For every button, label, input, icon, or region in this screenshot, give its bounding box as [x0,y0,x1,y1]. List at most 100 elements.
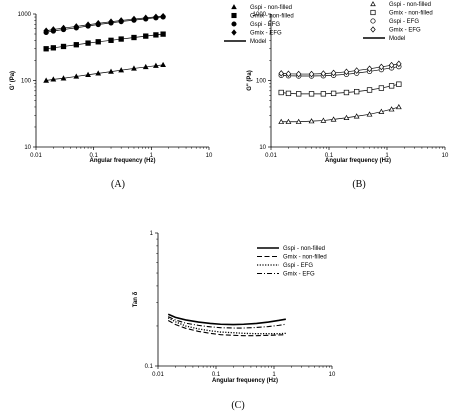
data-point [108,68,114,74]
legend-label: Gspi - EFG [250,22,280,28]
data-point [330,69,337,77]
data-point [153,32,159,38]
chart-b: 0.01 0.1 1 10 10 100 1000 Angular frequency (Hz… [247,1,449,190]
x-tick-label: 1 [385,153,389,159]
y-tick-label: 100 [256,79,267,85]
series-line [167,319,286,337]
data-point [153,13,159,21]
legend-marker [370,18,376,24]
x-axis-title: Angular frequency (Hz) [325,158,391,164]
panel-label: (A) [111,179,125,190]
legend-label: Gspi - non-filled [389,2,431,8]
series-gmix-efg [43,12,166,35]
data-point [320,91,327,97]
data-point [60,24,67,32]
data-point [118,17,124,24]
data-point [378,108,385,114]
model-line [281,106,399,123]
y-axis-title: Tan δ [133,291,139,307]
data-point [118,36,124,42]
data-point [396,60,402,68]
y-tick-label: 1000 [18,12,32,18]
legend-marker [370,26,376,33]
data-point [378,63,385,71]
data-point [50,76,57,82]
data-point [330,90,337,97]
data-point [320,70,327,77]
data-point [353,113,360,119]
legend: Gspi - non-filled Gmix - non-filled Gspi -… [363,1,433,42]
series-gmix-non-filled [43,31,166,52]
x-axis-title: Angular frequency (Hz) [212,378,278,384]
data-point [160,12,166,20]
data-point [278,118,285,124]
legend-label: Gmix - EFG [389,28,421,34]
data-point [285,90,292,97]
legend-label: Gspi - non-filled [250,5,292,11]
series-gspi-non-filled [43,61,166,83]
y-tick-label: 1000 [253,12,267,18]
data-point [388,83,395,89]
data-point [131,34,137,41]
data-point [43,46,49,52]
x-tick-label: 10 [442,153,449,159]
series-gmix-non-filled [167,319,286,337]
y-axis-title: G" (Pa) [247,70,253,91]
data-point [278,70,284,77]
legend-label: Gmix - non-filled [389,11,433,17]
y-tick-label: 100 [21,79,32,85]
legend-label: Gspi - non-filled [283,246,325,252]
panel-label: (B) [352,179,365,190]
data-point [73,73,80,79]
data-point [60,43,67,50]
data-point [85,71,91,77]
data-point [353,67,360,74]
data-point [278,89,284,96]
data-point [108,18,114,26]
data-point [378,85,385,91]
data-point [285,70,292,78]
data-point [160,61,166,68]
data-point [142,63,149,70]
data-point [50,26,57,33]
data-point [308,91,315,97]
data-point [308,118,315,124]
legend-label: Gspi - EFG [389,19,419,25]
x-tick-label: 0.1 [212,372,221,378]
x-tick-label: 10 [329,372,336,378]
data-point [43,77,50,83]
x-tick-label: 0.1 [89,153,98,159]
data-point [354,88,360,95]
legend-label: Gmix - non-filled [250,14,294,20]
data-point [388,106,395,112]
y-tick-label: 10 [24,145,31,151]
x-tick-label: 1 [272,372,276,378]
data-point [85,21,91,29]
panel-label: (C) [231,400,244,411]
x-tick-label: 0.01 [30,153,42,159]
data-point [308,70,315,78]
series-gmix-non-filled [278,81,402,97]
series-line [167,313,286,326]
x-tick-label: 0.1 [325,153,334,159]
legend-label: Gmix - non-filled [283,255,327,261]
data-point [295,118,302,124]
data-point [43,27,49,35]
series-gspi-non-filled [167,313,286,326]
legend-label: Gmix - EFG [283,272,315,278]
data-point [131,15,137,23]
legend-marker [231,4,237,10]
data-point [95,39,101,45]
legend-label: Model [389,36,405,42]
legend-label: Gspi - EFG [283,263,313,269]
data-point [160,31,166,37]
data-point [388,61,395,69]
data-point [118,67,125,73]
data-point [343,114,350,120]
data-point [320,117,327,123]
legend: Gspi - non-filled Gmix - non-filled Gspi -… [257,246,327,278]
series-gspi-non-filled [278,103,402,124]
data-point [366,111,373,117]
data-point [131,65,137,71]
legend-marker [370,1,376,7]
